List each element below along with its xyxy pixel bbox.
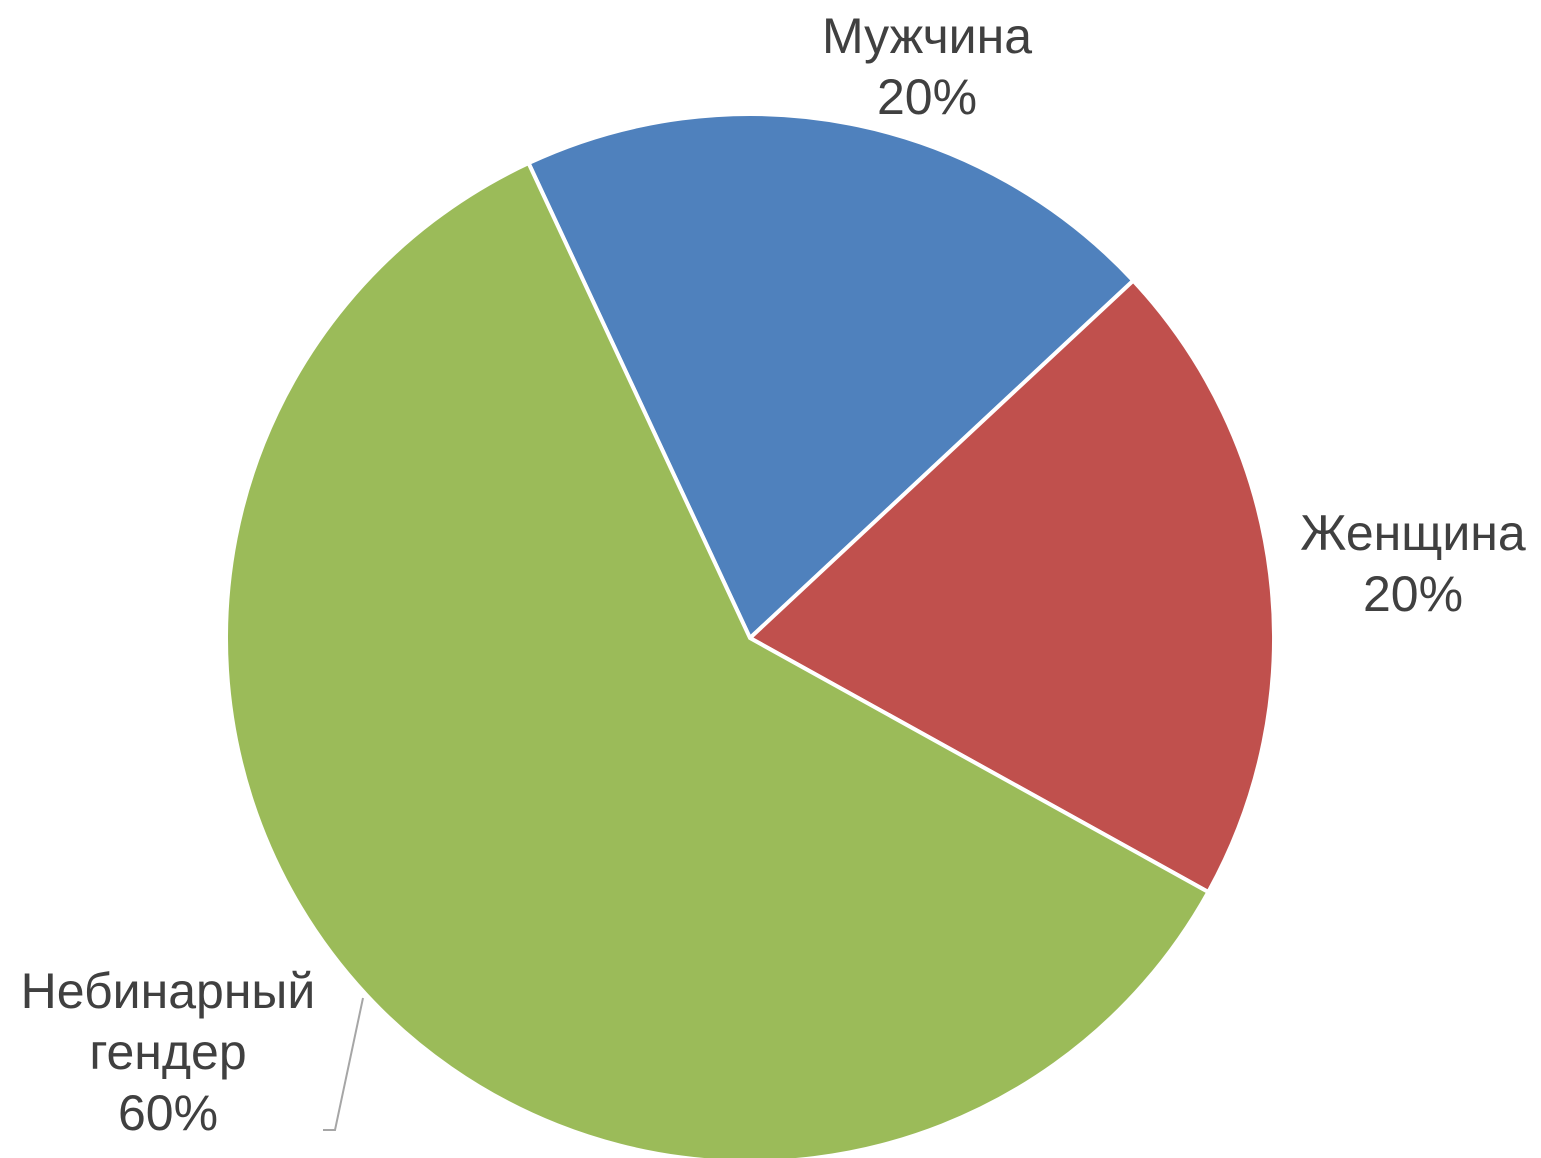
- pie-slice: [525, 112, 1137, 642]
- slice-label: Мужчина: [822, 8, 1032, 64]
- value-label: 20%: [1363, 566, 1463, 622]
- pie-slice: [746, 277, 1276, 895]
- value-label: 20%: [877, 69, 977, 125]
- pie-slice: [224, 160, 1212, 1158]
- leader-line: [323, 997, 364, 1131]
- slice-label: Женщина: [1300, 505, 1526, 561]
- value-label: 60%: [118, 1085, 218, 1141]
- slice-label: Небинарный гендер: [21, 963, 316, 1080]
